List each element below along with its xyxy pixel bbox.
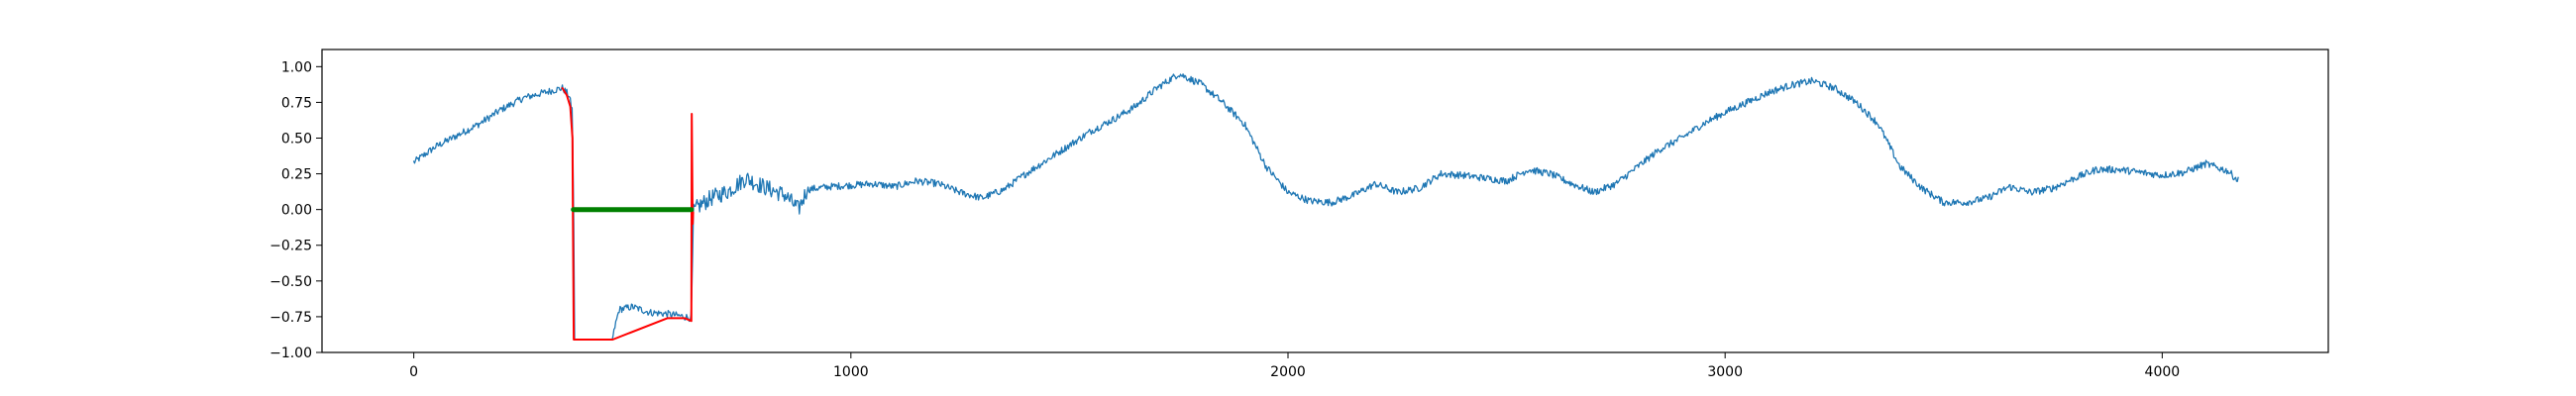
y-tick-label: 0.00 [281,203,312,219]
y-tick-label: 0.75 [281,95,312,111]
series-line-2 [561,87,695,341]
plot-area-frame [321,49,2329,353]
y-axis: 1.00 0.75 0.50 0.25 0.00 −0.25 −0.50 −0.75 −1.00 [269,59,322,361]
x-tick-label: 0 [409,364,418,380]
y-tick-label: −1.00 [269,346,312,361]
series-layer [412,73,2239,341]
x-tick-label: 1000 [833,364,869,380]
y-tick-label: −0.75 [269,310,312,326]
x-axis: 0 1000 2000 3000 4000 [409,352,2180,380]
y-tick-label: 0.50 [281,131,312,147]
y-tick-label: 0.25 [281,167,312,183]
y-tick-label: 1.00 [281,59,312,75]
x-tick-label: 2000 [1270,364,1306,380]
x-tick-label: 3000 [1707,364,1743,380]
series-line-1 [412,73,2239,341]
y-tick-label: −0.25 [269,239,312,254]
x-tick-label: 4000 [2145,364,2181,380]
y-tick-label: −0.50 [269,274,312,290]
